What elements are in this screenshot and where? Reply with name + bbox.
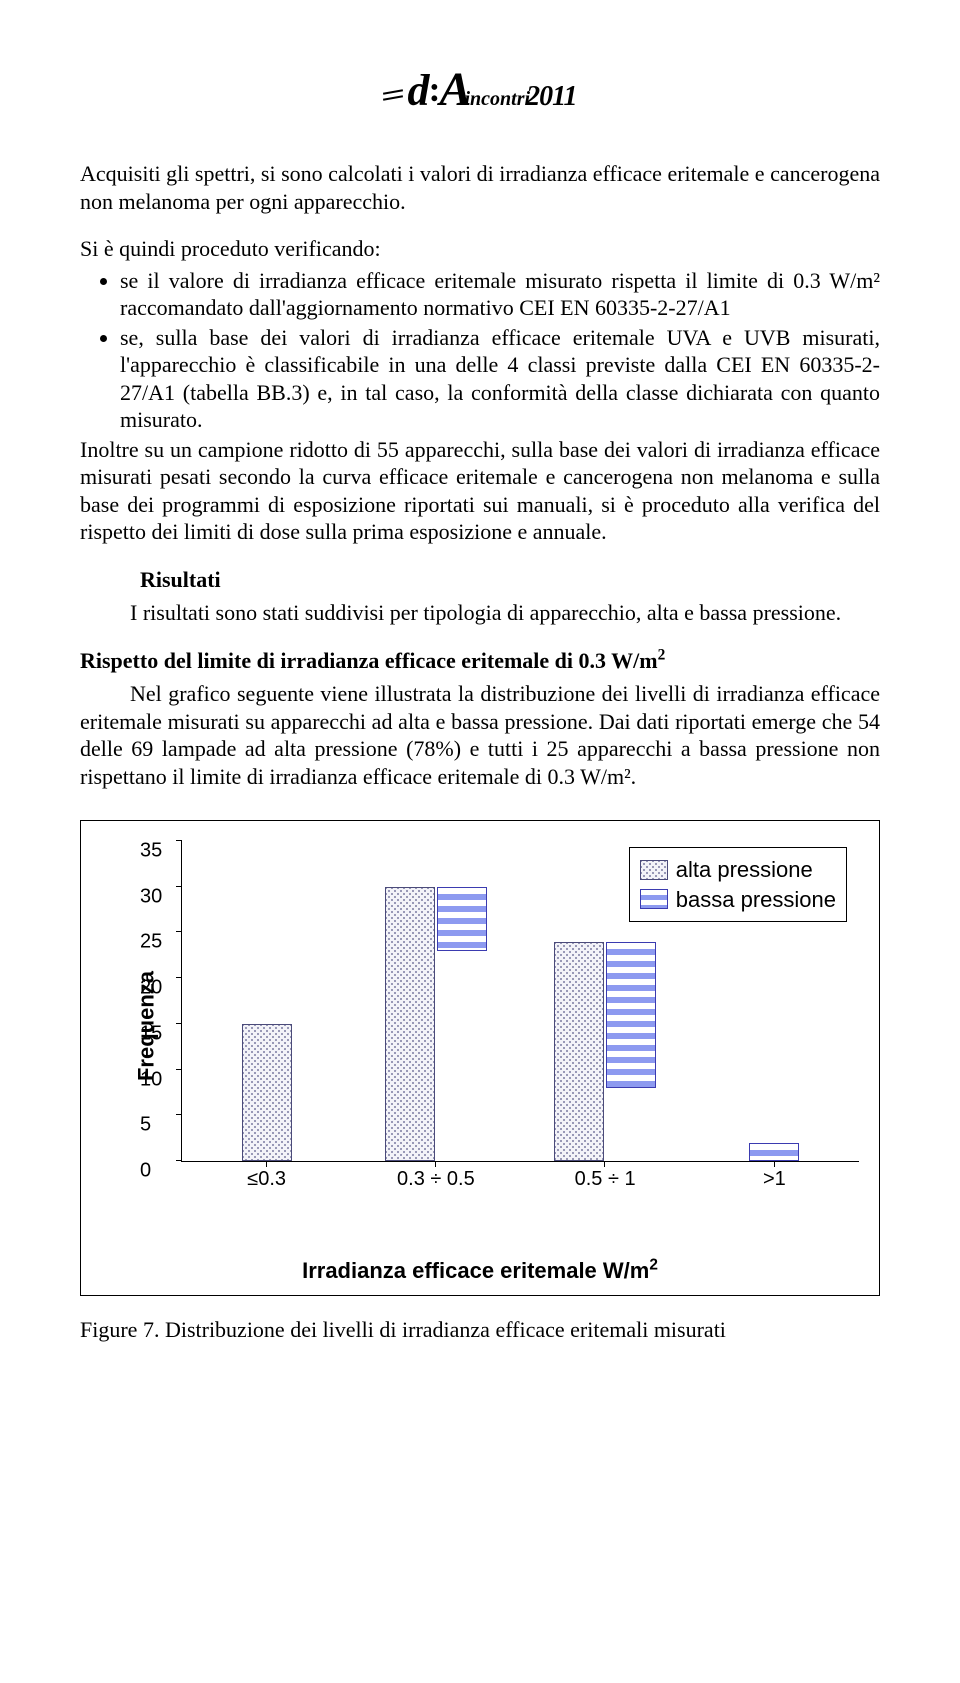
bar-alta [385,887,435,1161]
y-tick-label: 20 [140,976,162,1001]
x-axis-label: Irradianza efficace eritemale W/m2 [101,1257,859,1285]
figure-caption: Figure 7. Distribuzione dei livelli di i… [80,1316,880,1344]
legend-swatch-icon [640,889,668,909]
legend-label: alta pressione [676,856,813,884]
x-tick-label: 0.3 ÷ 0.5 [351,1161,520,1192]
y-tick-label: 35 [140,839,162,864]
bar-group: ≤0.3 [182,1024,351,1161]
x-tick-label: ≤0.3 [182,1161,351,1192]
bar-group: 0.5 ÷ 1 [521,942,690,1161]
paragraph-inoltre: Inoltre su un campione ridotto di 55 app… [80,436,880,546]
x-tick-label: 0.5 ÷ 1 [521,1161,690,1192]
section-heading-risultati: Risultati [140,566,880,594]
paragraph-chart-intro: Nel grafico seguente viene illustrata la… [80,680,880,790]
text: Irradianza efficace eritemale W/m [302,1258,649,1283]
paragraph-risultati: I risultati sono stati suddivisi per tip… [80,599,880,627]
bar-bassa [749,1143,799,1161]
chart-container: Frequenza alta pressione bassa pressione… [80,820,880,1296]
bar-bassa [437,887,487,951]
y-tick-label: 10 [140,1067,162,1092]
bar-alta [554,942,604,1161]
sup: 2 [658,646,666,663]
legend-swatch-icon [640,860,668,880]
bar-group: 0.3 ÷ 0.5 [351,887,520,1161]
y-tick-label: 30 [140,884,162,909]
legend-item-alta: alta pressione [640,856,836,884]
text: Acquisiti gli spettri, si sono calcolati… [80,161,880,214]
paragraph-lead-verify: Si è quindi proceduto verificando: [80,235,880,263]
bar-group: >1 [690,1143,859,1161]
text: Rispetto del limite di irradianza effica… [80,648,658,673]
header-logo: d:Aincontri2011 [80,60,880,120]
list-item: se, sulla base dei valori di irradianza … [120,324,880,434]
paragraph-intro: Acquisiti gli spettri, si sono calcolati… [80,160,880,215]
legend-label: bassa pressione [676,886,836,914]
bullet-list: se il valore di irradianza efficace erit… [120,267,880,434]
legend-item-bassa: bassa pressione [640,886,836,914]
y-tick-label: 15 [140,1021,162,1046]
y-tick-label: 5 [140,1113,151,1138]
bar-bassa [606,942,656,1088]
legend: alta pressione bassa pressione [629,847,847,922]
y-tick-label: 25 [140,930,162,955]
sup: 2 [649,1257,658,1274]
x-tick-label: >1 [690,1161,859,1192]
list-item: se il valore di irradianza efficace erit… [120,267,880,322]
plot-area: alta pressione bassa pressione 051015202… [181,841,859,1162]
bar-alta [242,1024,292,1161]
subheading-limit: Rispetto del limite di irradianza effica… [80,647,880,675]
y-tick-label: 0 [140,1159,151,1184]
